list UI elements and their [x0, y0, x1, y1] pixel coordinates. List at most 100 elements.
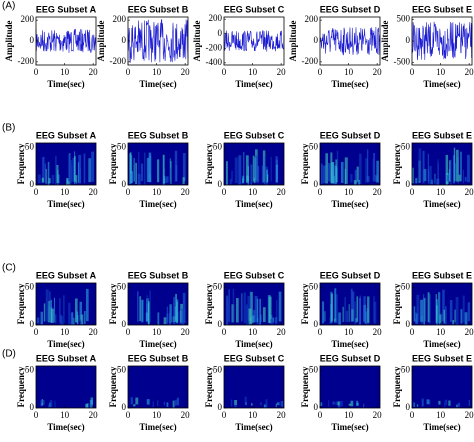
spectral-streak [72, 157, 76, 182]
x-tick-label: 10 [152, 67, 162, 77]
axes-frame [223, 16, 285, 66]
spectral-streak [135, 162, 137, 185]
spectral-streak [366, 149, 369, 182]
spectral-streak [462, 169, 464, 184]
y-tick-label: 0 [218, 179, 223, 189]
spectral-streak [250, 164, 253, 185]
x-tick-label: 0 [126, 327, 131, 337]
spectral-streak [182, 177, 185, 185]
spectral-streak [373, 152, 376, 182]
y-axis-label: Frequency [108, 143, 118, 184]
spectral-streak [331, 162, 335, 183]
panel-title: EEG Subset D [320, 4, 381, 14]
spectral-streak [415, 178, 418, 184]
spectral-streak [460, 151, 462, 182]
spectral-streak [454, 309, 456, 323]
axes-frame [223, 365, 285, 409]
x-tick-label: 20 [373, 410, 383, 420]
x-axis-label: Time(sec) [139, 339, 176, 349]
spectral-streak [458, 174, 461, 182]
spectral-streak [146, 399, 150, 405]
spectral-streak [346, 310, 348, 322]
spectral-streak [63, 295, 65, 325]
spectral-streak [335, 401, 338, 405]
spectral-streak [176, 398, 179, 405]
spectral-streak [168, 312, 171, 325]
spectral-streak [443, 309, 446, 324]
spectral-streak [234, 400, 238, 406]
spectral-streak [325, 153, 328, 184]
spectral-streak [449, 300, 453, 322]
spectral-streak [166, 402, 169, 407]
x-tick-label: 0 [410, 187, 415, 197]
y-axis-label: Frequency [16, 143, 26, 184]
x-tick-label: 20 [181, 187, 191, 197]
spectral-streak [468, 400, 470, 407]
x-tick-label: 0 [222, 67, 227, 77]
spectral-streak [49, 400, 53, 408]
spectral-streak [79, 319, 82, 325]
spectral-streak [249, 291, 251, 323]
y-tick-label: 0 [406, 319, 411, 329]
row-label: (B) [2, 123, 15, 134]
spectral-streak [74, 151, 76, 185]
y-axis-label: Amplitude [288, 20, 298, 61]
spectral-streak [374, 174, 377, 182]
x-axis-label: Time(sec) [423, 422, 460, 432]
x-tick-label: 20 [277, 327, 287, 337]
spectral-streak [163, 401, 165, 406]
spectral-streak [350, 173, 353, 183]
y-tick-label: 0 [314, 35, 319, 45]
x-tick-label: 10 [248, 67, 258, 77]
y-tick-label: -400 [206, 57, 223, 67]
spectral-streak [365, 158, 368, 183]
y-tick-label: 50 [25, 282, 35, 292]
x-tick-label: 20 [181, 67, 191, 77]
y-tick-label: 0 [30, 319, 35, 329]
spectral-streak [42, 156, 45, 183]
y-tick-label: 0 [122, 319, 127, 329]
row-label: (A) [2, 1, 15, 12]
spectral-streak [60, 317, 63, 322]
spectral-streak [372, 158, 374, 182]
panel-title: EEG Subset B [128, 353, 189, 363]
y-tick-label: 50 [309, 282, 319, 292]
panel-title: EEG Subset C [224, 130, 285, 140]
x-tick-label: 0 [410, 67, 415, 77]
spectral-streak [413, 306, 416, 322]
x-tick-label: 10 [436, 187, 446, 197]
x-axis-label: Time(sec) [235, 79, 272, 89]
spectral-streak [266, 174, 269, 182]
spectral-streak [252, 315, 255, 323]
spectral-streak [363, 403, 365, 408]
x-tick-label: 20 [89, 67, 99, 77]
spectral-streak [257, 165, 260, 183]
spectral-streak [135, 397, 139, 405]
x-tick-label: 10 [248, 327, 258, 337]
x-tick-label: 20 [465, 67, 474, 77]
axes-frame [127, 365, 189, 409]
spectral-streak [259, 298, 261, 325]
y-tick-label: 0 [406, 179, 411, 189]
axes-frame [35, 142, 97, 186]
spectral-streak [428, 293, 431, 324]
x-axis-label: Time(sec) [331, 339, 368, 349]
axes-frame [35, 282, 97, 326]
x-axis-label: Time(sec) [47, 339, 84, 349]
spectral-streak [373, 296, 375, 323]
spectral-streak [334, 288, 337, 322]
spectral-streak [276, 402, 280, 406]
spectral-streak [263, 155, 265, 185]
y-axis-label: Frequency [204, 283, 214, 324]
y-axis-label: Frequency [300, 366, 310, 407]
spectral-streak [414, 319, 417, 324]
spectral-streak [354, 169, 358, 184]
spectral-streak [429, 165, 432, 184]
x-tick-label: 10 [436, 410, 446, 420]
spectral-streak [51, 308, 54, 323]
y-axis-label: Frequency [204, 366, 214, 407]
spectral-streak [89, 400, 93, 408]
signal [223, 30, 285, 52]
spectral-streak [354, 301, 356, 325]
y-tick-label: -200 [18, 56, 35, 66]
